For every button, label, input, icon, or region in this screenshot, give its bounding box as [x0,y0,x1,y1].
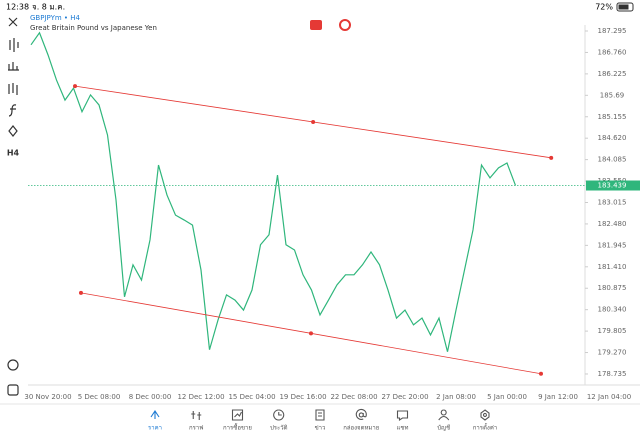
nav-icon[interactable] [396,410,409,422]
signals-button[interactable] [7,384,19,396]
y-tick-label: 181.410 [598,263,627,271]
nav-icon[interactable] [315,409,325,421]
timeframe[interactable]: H4 [7,149,20,158]
x-tick-label: 12 Dec 12:00 [177,393,224,401]
trendline-anchor [78,290,83,295]
y-tick-label: 179.805 [598,327,627,335]
y-tick-label: 180.875 [598,284,627,292]
x-tick-label: 9 Jan 12:00 [538,393,578,401]
nav-label[interactable]: แชท [397,425,409,432]
trendline-anchor [539,371,543,376]
y-tick-label: 187.295 [598,27,627,35]
status-battery: 72% [595,3,613,12]
function-tool[interactable] [8,104,17,117]
current-price-box [586,180,640,191]
trade-button[interactable] [310,20,322,30]
x-tick-label: 5 Jan 00:00 [487,393,527,401]
left-toolbar [7,17,19,396]
indicators-tool[interactable] [8,62,19,71]
x-tick-label: 2 Jan 08:00 [436,393,476,401]
analytics-button[interactable] [7,359,19,371]
x-tick-label: 5 Dec 08:00 [78,393,121,401]
nav-icon[interactable] [273,409,285,421]
nav-label[interactable]: กล่องจดหมาย [343,425,379,432]
current-price-label: 183.439 [598,182,627,190]
battery-level [618,4,629,10]
x-tick-label: 15 Dec 04:00 [228,393,275,401]
trendline-midpoint [311,119,316,124]
nav-icon[interactable] [191,411,202,420]
shapes-tool[interactable] [8,125,18,137]
nav-icon[interactable] [355,408,367,420]
y-tick-label: 181.945 [598,241,627,249]
x-tick-label: 8 Dec 00:00 [129,393,172,401]
y-tick-label: 184.620 [598,134,627,142]
y-tick-label: 180.340 [598,306,627,314]
symbol-description: Great Britain Pound vs Japanese Yen [30,24,157,32]
x-tick-label: 12 Jan 04:00 [587,393,631,401]
y-tick-label: 184.085 [598,156,627,164]
objects-tool[interactable] [8,83,18,95]
nav-icon[interactable] [231,409,244,421]
nav-label[interactable]: การตั้งค่า [473,422,497,432]
trendline-anchor [73,84,78,89]
nav-icon[interactable] [480,409,490,421]
y-tick-label: 186.760 [598,48,627,56]
y-tick-label: 185.69 [600,91,625,99]
y-tick-label: 186.225 [598,70,627,78]
nav-label[interactable]: ประวัติ [270,425,288,432]
battery-icon [616,2,634,12]
x-tick-label: 22 Dec 08:00 [330,393,377,401]
quote-button[interactable] [339,19,351,31]
chart-type-tool[interactable] [9,38,19,52]
nav-icon[interactable] [150,410,160,419]
y-tick-label: 179.270 [598,349,627,357]
nav-label[interactable]: ราคา [148,425,162,432]
x-tick-label: 27 Dec 20:00 [381,393,428,401]
y-tick-label: 182.480 [598,220,627,228]
trendline-midpoint [308,331,313,336]
x-tick-label: 30 Nov 20:00 [24,393,71,401]
nav-label[interactable]: บัญชี [437,424,450,432]
status-date: จ. 8 ม.ค. [32,3,65,12]
y-tick-label: 185.155 [598,113,627,121]
status-time: 12:38 [6,3,29,12]
nav-icon[interactable] [438,409,450,421]
y-tick-label: 183.015 [598,198,627,206]
symbol[interactable]: GBPJPYm • H4 [30,14,81,22]
y-tick-label: 178.735 [598,370,627,378]
nav-label[interactable]: กราฟ [189,425,203,432]
trendline-anchor [549,155,554,160]
crosshair-tool[interactable] [8,17,18,27]
nav-label[interactable]: ข่าว [315,425,326,432]
price-line [30,31,517,352]
x-tick-label: 19 Dec 16:00 [279,393,326,401]
nav-label[interactable]: การซื้อขาย [223,422,252,432]
